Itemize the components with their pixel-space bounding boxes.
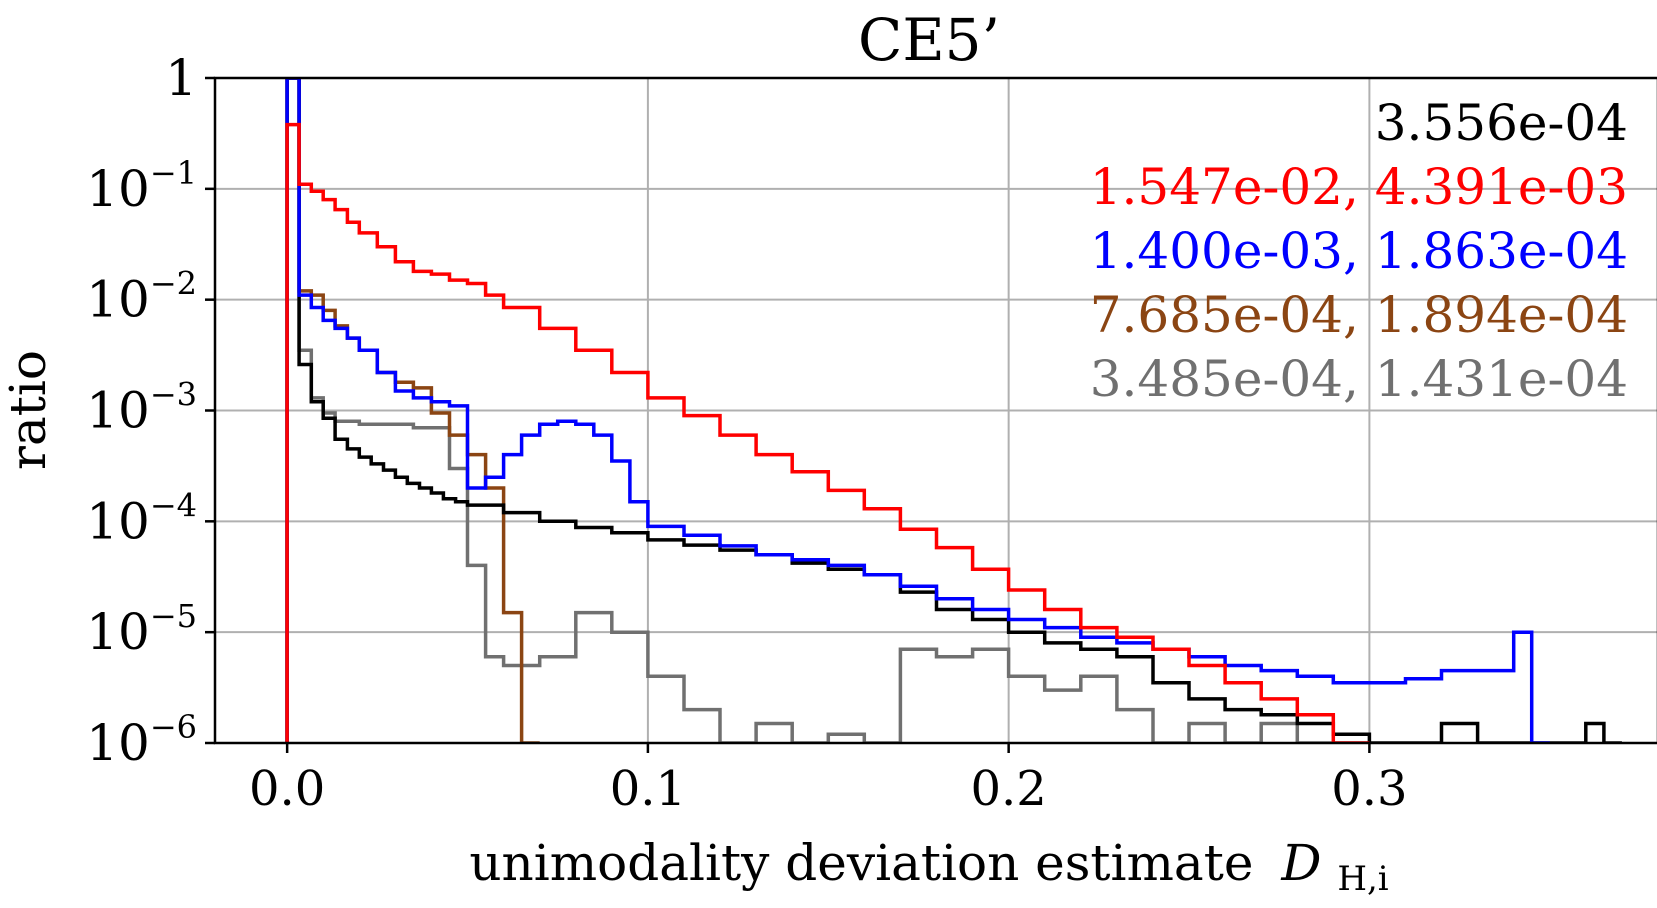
chart-title: CE5’ bbox=[858, 6, 1000, 74]
y-tick-label: 10−3 bbox=[86, 376, 197, 440]
legend-entry: 3.485e-04, 1.431e-04 bbox=[1090, 350, 1628, 408]
x-axis-label-math: D bbox=[1280, 834, 1321, 892]
y-axis-label: ratio bbox=[0, 350, 57, 470]
y-tick-label: 1 bbox=[165, 49, 197, 107]
series-blue-histogram bbox=[285, 78, 1550, 743]
x-tick-label: 0.2 bbox=[970, 761, 1046, 817]
y-tick-labels: 1 10−1 10−2 10−3 10−4 10−5 10−6 bbox=[86, 49, 197, 772]
legend-entry: 1.547e-02, 4.391e-03 bbox=[1090, 158, 1628, 216]
x-axis-label-text: unimodality deviation estimate bbox=[469, 834, 1253, 892]
x-axis-label-subscript: H,i bbox=[1337, 859, 1388, 899]
legend: 3.556e-04 1.547e-02, 4.391e-03 1.400e-03, … bbox=[1090, 94, 1628, 408]
axis-ticks bbox=[205, 76, 1371, 753]
x-tick-label: 0.1 bbox=[610, 761, 686, 817]
y-tick-label: 10−6 bbox=[86, 708, 197, 772]
y-tick-label: 10−2 bbox=[86, 265, 197, 329]
x-tick-labels: 0.0 0.1 0.2 0.3 bbox=[249, 761, 1408, 817]
legend-entry: 7.685e-04, 1.894e-04 bbox=[1090, 286, 1628, 344]
series-red-histogram bbox=[285, 122, 1370, 743]
x-tick-label: 0.3 bbox=[1331, 761, 1407, 817]
y-tick-label: 10−1 bbox=[86, 154, 197, 218]
legend-entry: 3.556e-04 bbox=[1375, 94, 1628, 152]
x-tick-label: 0.0 bbox=[249, 761, 325, 817]
x-axis-label: unimodality deviation estimate D H,i bbox=[469, 834, 1388, 899]
series-gray-histogram bbox=[285, 78, 1370, 743]
legend-entry: 1.400e-03, 1.863e-04 bbox=[1090, 222, 1628, 280]
series-group bbox=[285, 78, 1622, 743]
y-tick-label: 10−5 bbox=[86, 597, 197, 661]
y-tick-label: 10−4 bbox=[86, 486, 197, 550]
